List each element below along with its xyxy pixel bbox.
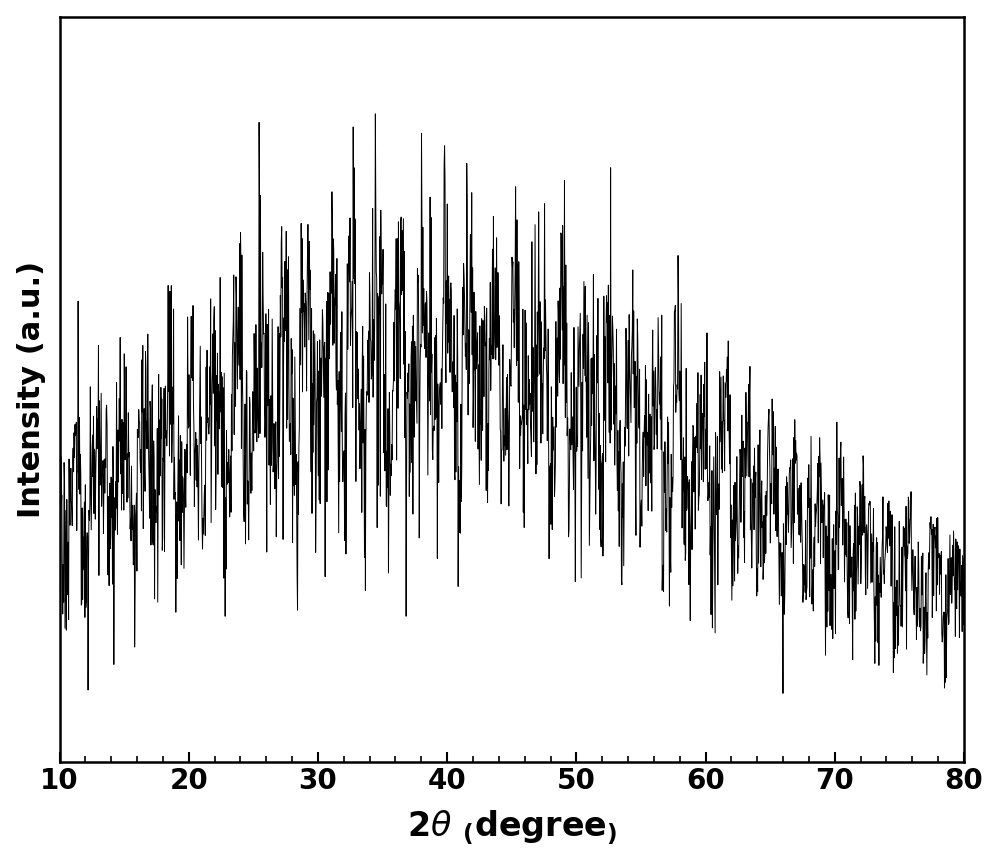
X-axis label: 2$\theta$ $\mathregular{_{(}}$degree$\mathregular{_{)}}$: 2$\theta$ $\mathregular{_{(}}$degree$\ma… (407, 809, 617, 848)
Y-axis label: Intensity (a.u.): Intensity (a.u.) (17, 261, 46, 518)
